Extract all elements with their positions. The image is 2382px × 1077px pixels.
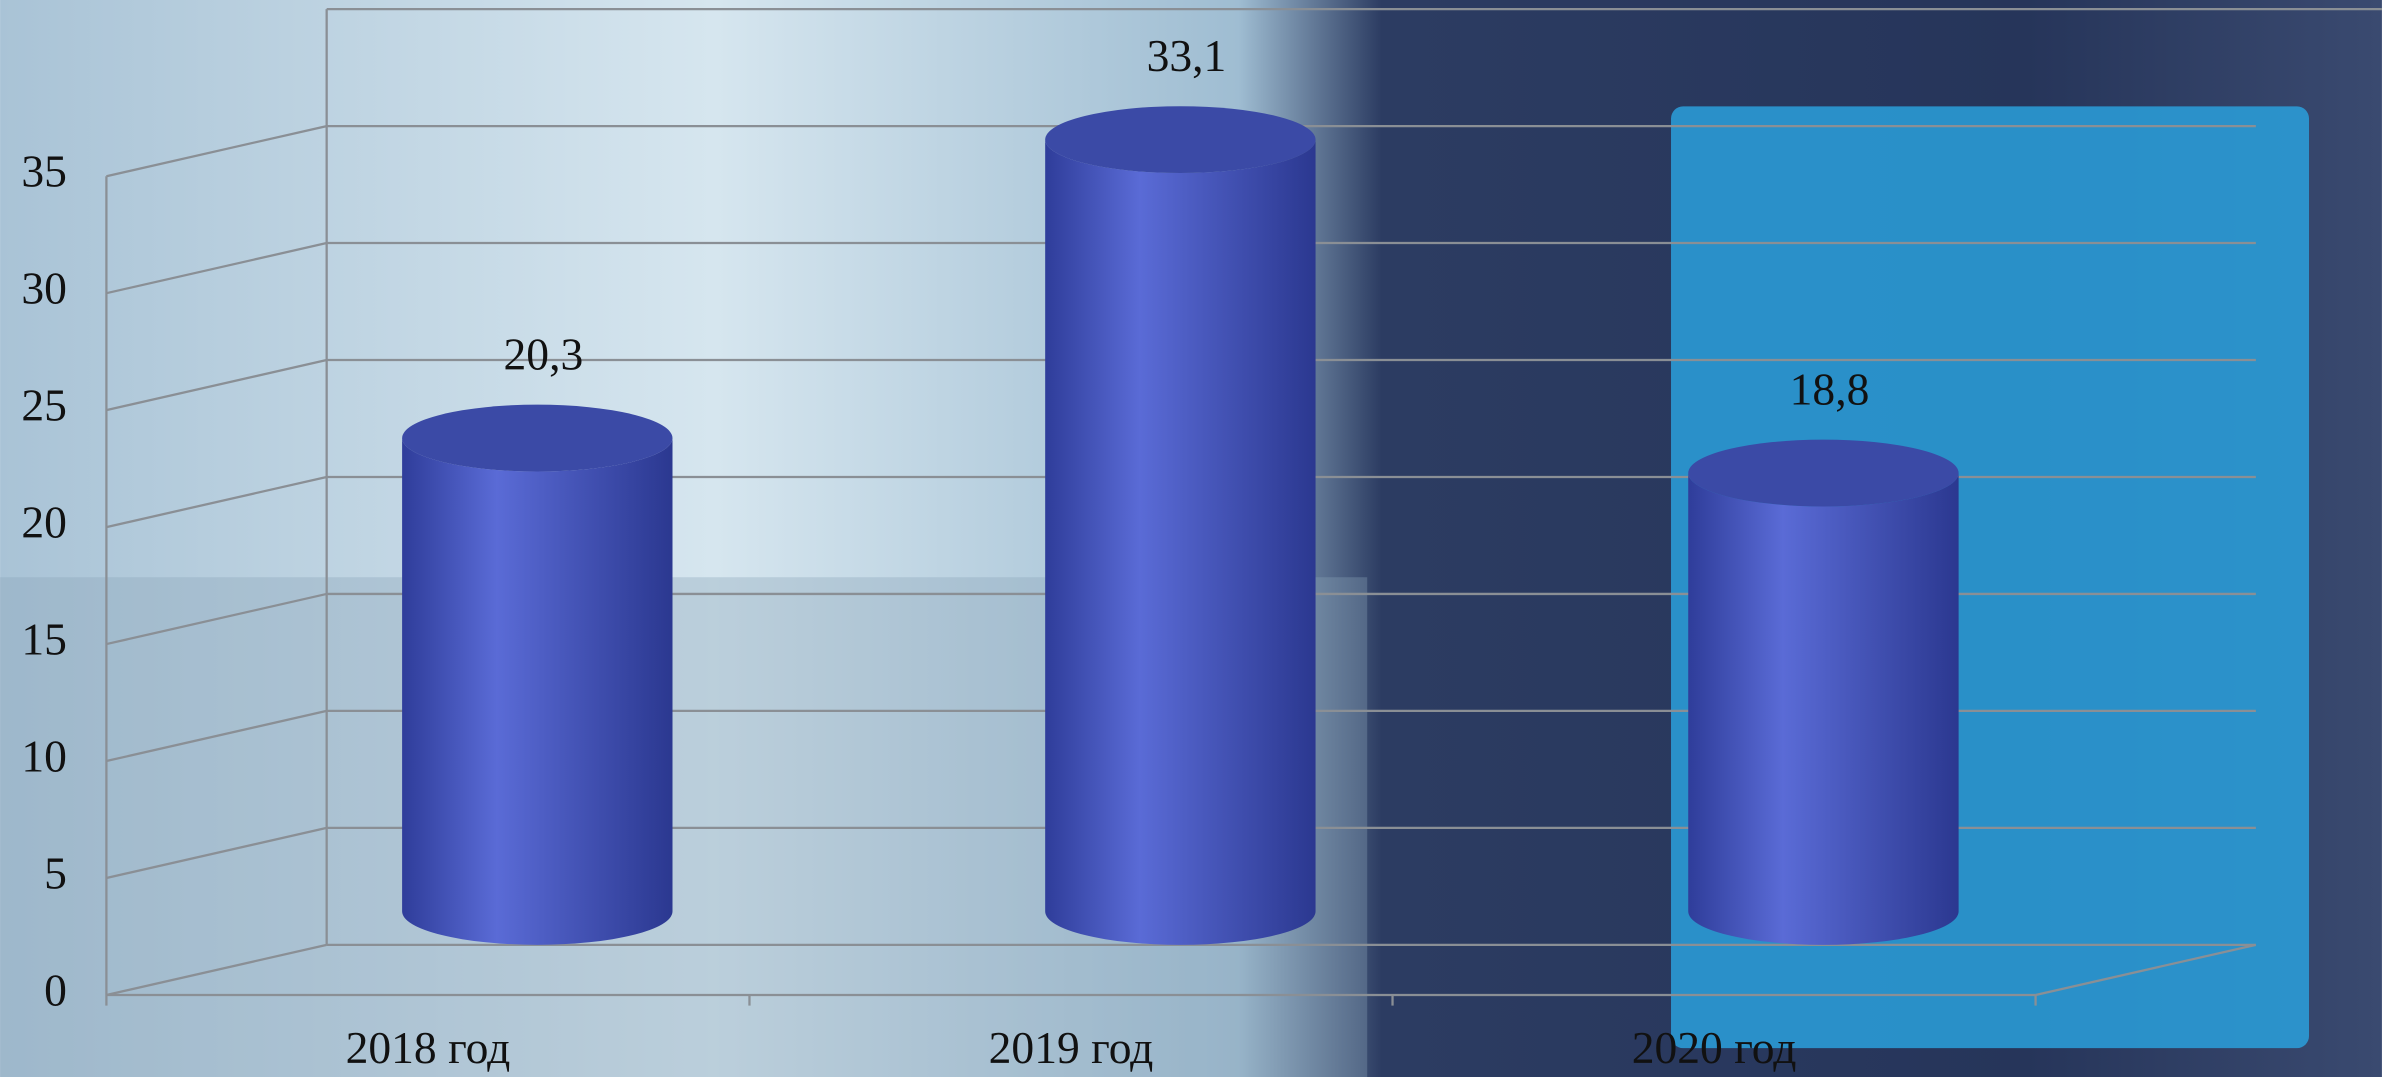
grid-line: [106, 358, 327, 412]
y-tick-label: 15: [21, 614, 67, 665]
x-tick-label: 2020 год: [1632, 1022, 1797, 1073]
grid-line: [106, 475, 327, 529]
grid-line: [106, 241, 327, 295]
value-label: 18,8: [1790, 364, 1870, 415]
cylinder: [402, 438, 673, 945]
x-tick-label: 2018 год: [346, 1022, 511, 1073]
value-label: 33,1: [1147, 30, 1227, 81]
cylinder-top: [1688, 439, 1959, 507]
grid-line: [106, 124, 327, 178]
cylinder-top: [1045, 106, 1316, 174]
grid-line: [106, 943, 327, 997]
cylinder-top: [402, 404, 673, 472]
floor-edge: [2035, 943, 2257, 997]
y-tick-label: 20: [21, 497, 67, 548]
grid-line: [106, 592, 327, 646]
x-tick-label: 2019 год: [989, 1022, 1154, 1073]
cylinder: [1688, 473, 1959, 945]
y-tick-label: 10: [21, 730, 67, 781]
y-tick-label: 30: [21, 263, 67, 314]
y-tick-label: 35: [21, 146, 67, 197]
grid-line: [106, 826, 327, 880]
y-tick-label: 25: [21, 380, 67, 431]
plot: 0 5 10 15 20 25 30 35 2018 год 20,3 2019 год 33,1 20…: [21, 7, 2382, 1073]
y-tick-label: 5: [44, 847, 67, 898]
cylinder: [1045, 139, 1316, 945]
y-tick-label: 0: [44, 964, 67, 1015]
value-label: 20,3: [504, 329, 584, 380]
grid-line: [106, 709, 327, 763]
